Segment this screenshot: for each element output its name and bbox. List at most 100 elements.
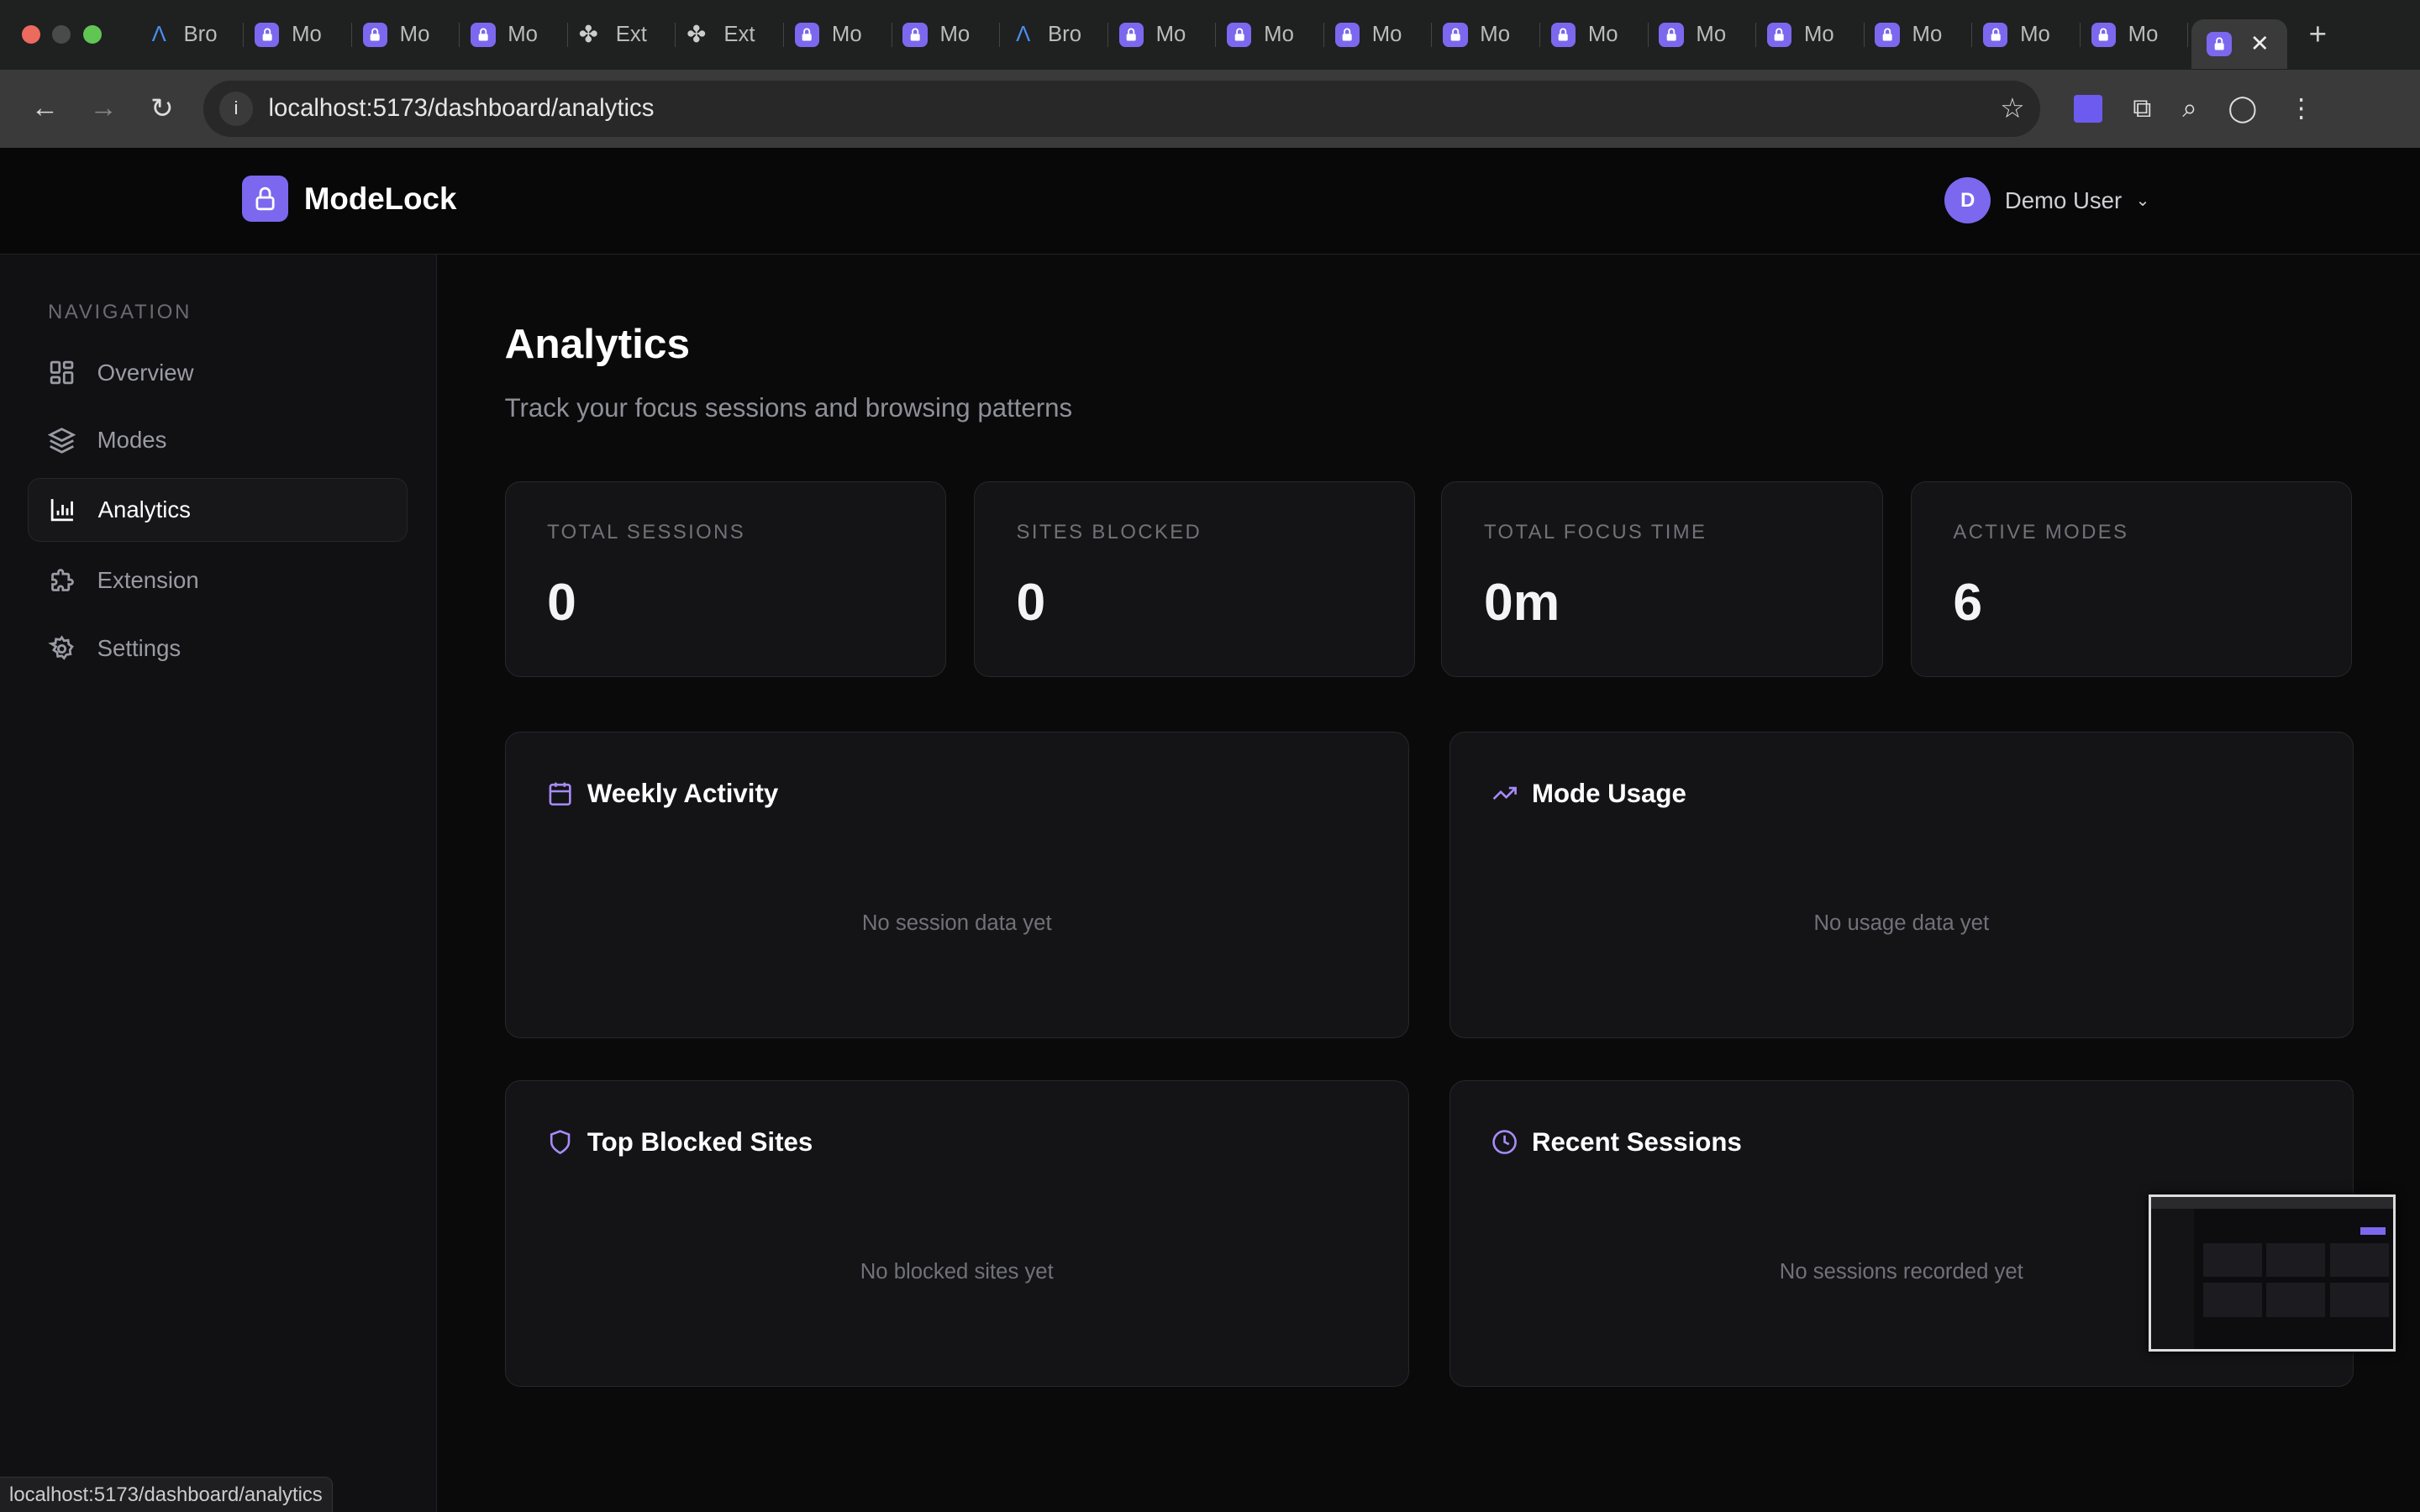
- reload-button[interactable]: ↻: [150, 93, 174, 125]
- panel-title: Weekly Activity: [587, 778, 779, 808]
- gear-icon: [48, 635, 74, 660]
- browser-tab[interactable]: Mo: [784, 22, 892, 47]
- lock-icon: [2091, 22, 2116, 47]
- browser-tab[interactable]: Mo: [1108, 22, 1217, 47]
- empty-state: No usage data yet: [1813, 911, 1990, 935]
- tab-title: Mo: [292, 22, 322, 46]
- puzzle-icon: ✤: [687, 22, 707, 47]
- browser-tab[interactable]: Mo: [352, 22, 460, 47]
- puzzle-icon: [51, 569, 74, 591]
- tab-title: Mo: [1371, 22, 1402, 46]
- tab-title: Ext: [723, 22, 755, 46]
- browser-tab[interactable]: Mo: [1649, 22, 1757, 47]
- sidebar-item-overview[interactable]: Overview: [28, 341, 408, 404]
- sidebar: NAVIGATION Overview Modes Analytics Exte…: [0, 255, 437, 1512]
- trending-up-icon: [1492, 786, 1518, 801]
- browser-tab[interactable]: Λ Bro: [1000, 22, 1108, 47]
- browser-tab[interactable]: Mo: [1432, 22, 1540, 47]
- back-button[interactable]: ←: [30, 92, 59, 124]
- close-window-button[interactable]: [21, 25, 40, 45]
- stat-card-active-modes: ACTIVE MODES 6: [1910, 481, 2353, 678]
- browser-tab[interactable]: Mo: [460, 22, 568, 47]
- tab-preview-thumbnail: [2148, 1194, 2396, 1352]
- extensions-puzzle-icon[interactable]: ⧉: [2133, 92, 2152, 123]
- main-content: Analytics Track your focus sessions and …: [439, 255, 2420, 1512]
- puzzle-icon: ✤: [578, 22, 598, 47]
- lock-icon: [1443, 22, 1468, 47]
- stat-card-sites-blocked: SITES BLOCKED 0: [973, 481, 1416, 678]
- minimize-window-button[interactable]: [52, 25, 71, 45]
- lock-icon: [1875, 22, 1900, 47]
- empty-state: No session data yet: [861, 911, 1052, 935]
- arc-icon: Λ: [151, 22, 166, 46]
- profile-icon[interactable]: ◯: [2228, 93, 2258, 123]
- browser-tab[interactable]: Mo: [1972, 22, 2081, 47]
- lock-icon: [1227, 22, 1252, 47]
- nav-section-title: NAVIGATION: [47, 301, 192, 324]
- tab-title: Mo: [399, 22, 430, 46]
- sidebar-item-label: Settings: [97, 635, 182, 662]
- browser-tab[interactable]: Λ Bro: [136, 22, 245, 47]
- sidebar-item-label: Modes: [97, 427, 167, 454]
- lock-icon: [1659, 22, 1684, 47]
- bar-chart-icon: [50, 499, 73, 522]
- tab-search-icon[interactable]: ⌕: [2182, 92, 2197, 123]
- lock-icon: [1766, 22, 1792, 47]
- site-info-icon[interactable]: i: [218, 92, 254, 126]
- sidebar-item-label: Analytics: [97, 496, 191, 522]
- empty-state: No blocked sites yet: [860, 1259, 1054, 1284]
- arc-icon: Λ: [1016, 22, 1031, 46]
- page-subtitle: Track your focus sessions and browsing p…: [504, 393, 1073, 423]
- stat-label: SITES BLOCKED: [1016, 520, 1202, 543]
- sidebar-item-settings[interactable]: Settings: [28, 617, 408, 680]
- lock-icon: [471, 22, 496, 47]
- lock-icon: [255, 22, 280, 47]
- forward-button[interactable]: →: [89, 92, 118, 124]
- stat-value: 6: [1953, 572, 1983, 632]
- browser-tab[interactable]: Mo: [1324, 22, 1433, 47]
- user-menu[interactable]: D Demo User ⌄: [1944, 177, 2150, 224]
- new-tab-button[interactable]: +: [2308, 17, 2328, 52]
- maximize-window-button[interactable]: [83, 25, 103, 45]
- tab-title: Mo: [1803, 22, 1834, 46]
- panel-weekly-activity: Weekly Activity No session data yet: [504, 731, 1409, 1039]
- lock-icon: [362, 22, 387, 47]
- close-tab-icon[interactable]: ✕: [2249, 30, 2270, 57]
- browser-tab[interactable]: Mo: [244, 22, 352, 47]
- stat-value: 0m: [1484, 572, 1560, 632]
- sidebar-item-extension[interactable]: Extension: [28, 549, 408, 612]
- stat-label: ACTIVE MODES: [1953, 520, 2129, 543]
- browser-tab[interactable]: Mo: [1865, 22, 1973, 47]
- browser-tab[interactable]: Mo: [1756, 22, 1865, 47]
- panel-mode-usage: Mode Usage No usage data yet: [1449, 731, 2354, 1039]
- window-controls: [0, 25, 136, 45]
- lock-icon: [242, 176, 289, 223]
- user-name: Demo User: [2004, 186, 2123, 213]
- panel-top-blocked-sites: Top Blocked Sites No blocked sites yet: [504, 1079, 1409, 1388]
- tab-title: Mo: [831, 22, 862, 46]
- browser-tab[interactable]: Mo: [2081, 22, 2189, 47]
- browser-tab[interactable]: Mo: [1216, 22, 1324, 47]
- sidebar-item-analytics[interactable]: Analytics: [28, 478, 408, 542]
- address-bar[interactable]: i localhost:5173/dashboard/analytics ☆: [203, 81, 2041, 137]
- tab-title: Mo: [1696, 22, 1727, 46]
- extension-icon[interactable]: [2074, 94, 2102, 123]
- stat-label: TOTAL SESSIONS: [547, 520, 746, 543]
- menu-kebab-icon[interactable]: ⋮: [2288, 93, 2315, 123]
- sidebar-item-modes[interactable]: Modes: [28, 409, 408, 472]
- active-tab[interactable]: ✕: [2191, 18, 2287, 69]
- tab-title: Mo: [508, 22, 538, 46]
- browser-tab[interactable]: Mo: [1540, 22, 1649, 47]
- panel-title: Top Blocked Sites: [587, 1126, 813, 1157]
- tab-title: Mo: [1264, 22, 1294, 46]
- stat-label: TOTAL FOCUS TIME: [1484, 520, 1707, 543]
- browser-tab[interactable]: ✤ Ext: [676, 22, 784, 47]
- app-logo[interactable]: ModeLock: [242, 176, 457, 223]
- bookmark-star-icon[interactable]: ☆: [2000, 93, 2025, 125]
- app-name: ModeLock: [303, 181, 457, 216]
- tab-title: Mo: [939, 22, 971, 46]
- browser-tab[interactable]: Mo: [892, 22, 1001, 47]
- browser-tab[interactable]: ✤ Ext: [568, 22, 676, 47]
- lock-icon: [2207, 31, 2232, 57]
- stat-value: 0: [1016, 572, 1046, 632]
